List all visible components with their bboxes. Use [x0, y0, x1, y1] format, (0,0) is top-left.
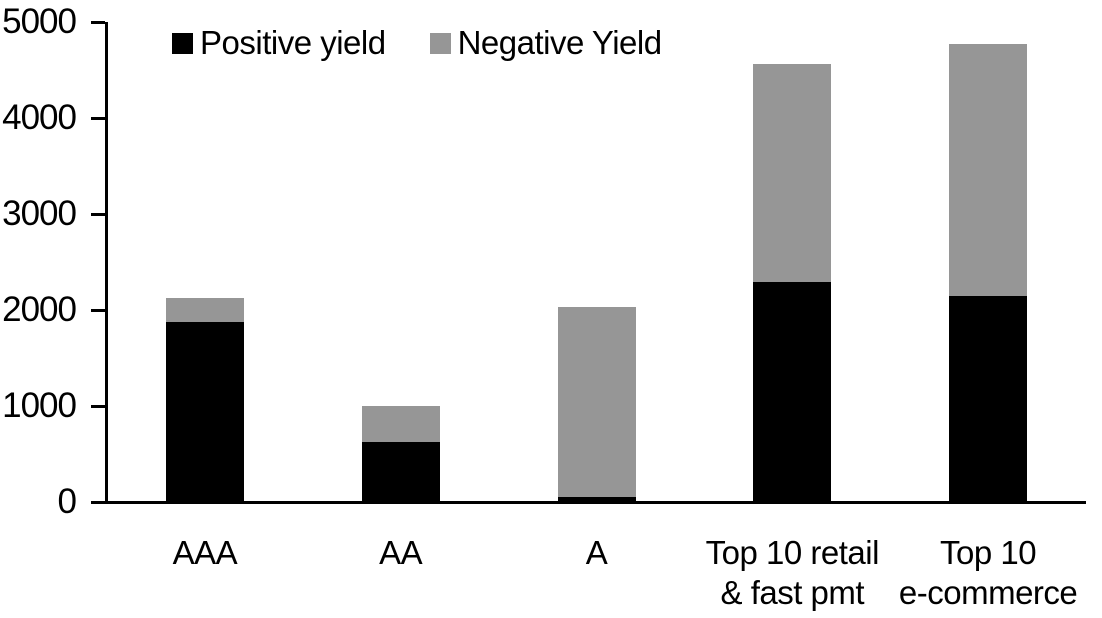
bar-segment-aaa-negative-yield [166, 298, 244, 322]
legend-label-positive-yield: Positive yield [200, 24, 386, 61]
x-axis-label-aaa: AAA [172, 534, 238, 571]
legend-item-negative-yield: Negative Yield [429, 24, 662, 62]
legend-swatch-negative-yield [429, 32, 451, 54]
bar-segment-top-10-retail-fast-pmt-negative-yield [753, 64, 831, 282]
x-axis-label-top-10-e-commerce: Top 10 e-commerce [898, 534, 1078, 611]
y-axis-line [105, 22, 108, 504]
y-tick-mark [91, 308, 105, 312]
y-tick-label: 5000 [2, 2, 77, 41]
y-tick-label: 0 [57, 482, 77, 521]
y-tick-label: 1000 [2, 386, 77, 425]
y-tick-mark [91, 404, 105, 408]
bar-segment-a-negative-yield [558, 307, 636, 497]
x-axis-label-top-10-retail-fast-pmt: Top 10 retail & fast pmt [705, 534, 880, 611]
bar-segment-aa-positive-yield [362, 442, 440, 502]
y-tick-mark [91, 500, 105, 504]
bar-segment-aa-negative-yield [362, 406, 440, 442]
chart-legend: Positive yield Negative Yield [172, 24, 662, 62]
bar-segment-aaa-positive-yield [166, 322, 244, 502]
y-tick-mark [91, 20, 105, 24]
legend-label-negative-yield: Negative Yield [457, 24, 662, 61]
bar-segment-top-10-e-commerce-positive-yield [949, 296, 1027, 502]
y-tick-mark [91, 116, 105, 120]
x-axis-line [105, 501, 1086, 504]
legend-item-positive-yield: Positive yield [172, 24, 386, 62]
bar-segment-top-10-retail-fast-pmt-positive-yield [753, 282, 831, 502]
x-axis-label-a: A [585, 534, 608, 571]
y-tick-label: 3000 [2, 194, 77, 233]
y-tick-mark [91, 212, 105, 216]
x-axis-label-aa: AA [379, 534, 423, 571]
y-tick-label: 4000 [2, 98, 77, 137]
legend-swatch-positive-yield [172, 32, 193, 54]
bar-segment-a-positive-yield [558, 497, 636, 502]
bar-segment-top-10-e-commerce-negative-yield [949, 44, 1027, 296]
y-tick-label: 2000 [2, 290, 77, 329]
